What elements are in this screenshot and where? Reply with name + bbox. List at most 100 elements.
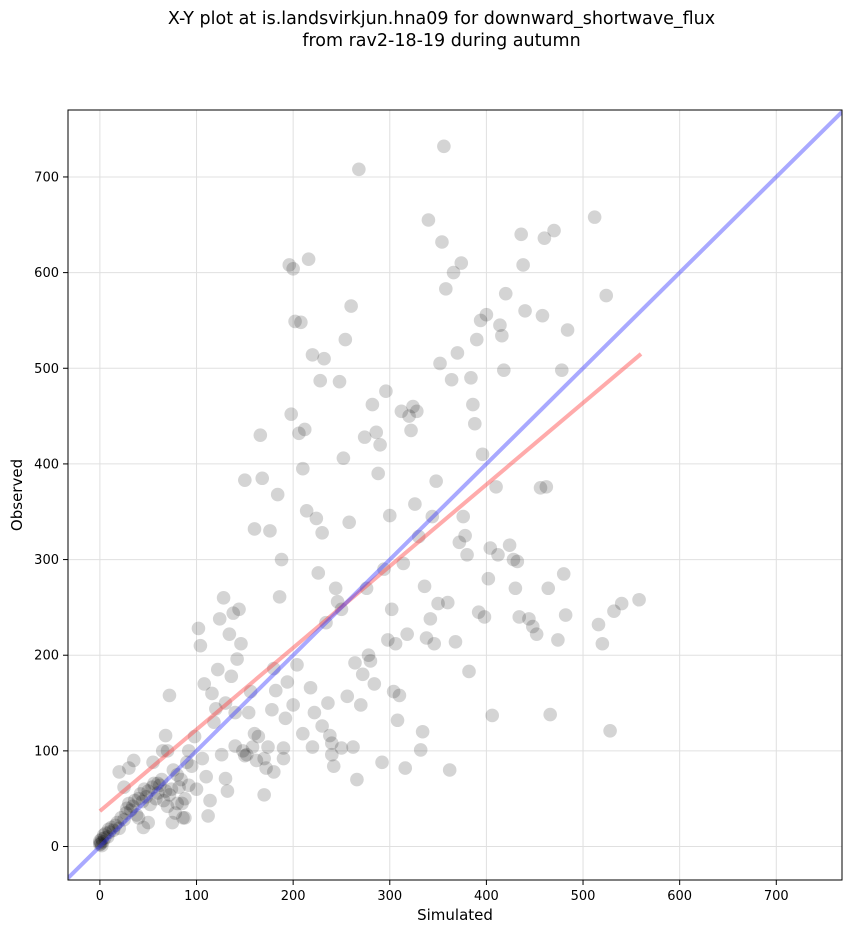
data-point — [336, 451, 351, 465]
data-point — [220, 784, 235, 798]
data-point — [201, 809, 215, 823]
data-point — [483, 541, 498, 555]
data-point — [512, 610, 527, 624]
data-point — [440, 595, 455, 610]
data-point — [181, 744, 196, 758]
data-point — [257, 788, 271, 802]
data-point — [309, 511, 324, 526]
data-point — [556, 567, 571, 581]
data-point — [311, 566, 326, 580]
data-point — [247, 726, 262, 741]
data-point — [353, 698, 368, 712]
fit-line — [98, 352, 643, 813]
y-tick-label: 600 — [34, 266, 59, 281]
data-point — [384, 602, 399, 617]
data-point — [175, 796, 189, 811]
data-point — [346, 740, 360, 754]
data-point — [479, 307, 494, 322]
data-point — [551, 633, 565, 647]
data-point — [100, 830, 115, 844]
data-point — [176, 811, 190, 825]
x-tick-label: 200 — [281, 889, 306, 904]
data-point — [141, 784, 156, 798]
data-point — [390, 713, 405, 728]
data-point — [324, 736, 339, 751]
data-point — [419, 631, 434, 645]
data-point — [131, 811, 146, 825]
data-point — [276, 751, 291, 766]
data-point — [473, 313, 488, 328]
data-point — [294, 315, 308, 330]
data-point — [296, 726, 310, 741]
data-point — [137, 782, 152, 796]
data-point — [423, 612, 438, 626]
data-point — [421, 213, 436, 227]
data-point — [174, 772, 188, 787]
data-point — [355, 667, 370, 682]
data-point — [141, 815, 156, 830]
data-point — [199, 769, 213, 784]
data-point — [98, 826, 113, 840]
data-point — [216, 591, 231, 605]
data-point — [477, 610, 492, 624]
data-point — [328, 581, 343, 596]
data-point — [323, 728, 337, 743]
data-point — [464, 371, 478, 385]
data-point — [232, 602, 246, 617]
data-point — [406, 399, 420, 414]
data-point — [238, 473, 252, 487]
data-point — [305, 740, 320, 754]
data-point — [437, 139, 451, 154]
data-point — [274, 552, 289, 567]
data-point — [178, 811, 192, 825]
data-point — [125, 799, 140, 814]
data-point — [158, 784, 173, 798]
data-point — [334, 741, 349, 755]
data-point — [267, 661, 281, 676]
data-point — [172, 780, 186, 795]
data-point — [214, 747, 229, 762]
data-point — [205, 686, 219, 701]
data-point — [398, 761, 413, 775]
data-point — [259, 761, 273, 775]
data-point — [466, 397, 480, 412]
data-point — [155, 744, 170, 758]
data-point — [272, 590, 287, 604]
data-point — [357, 430, 372, 444]
data-point — [93, 837, 107, 852]
data-point — [518, 304, 532, 318]
data-point — [326, 759, 341, 773]
data-point — [110, 815, 125, 830]
x-tick-label: 100 — [184, 889, 209, 904]
data-point — [102, 825, 117, 839]
data-point — [265, 702, 279, 717]
data-point — [95, 834, 110, 849]
data-point — [386, 684, 401, 699]
data-point — [209, 701, 223, 716]
data-point — [533, 481, 548, 495]
data-point — [508, 581, 523, 596]
plot-frame — [67, 109, 843, 881]
x-tick-label: 0 — [96, 889, 104, 904]
data-point — [537, 231, 552, 245]
data-point — [489, 480, 503, 494]
data-point — [95, 838, 109, 853]
data-point — [292, 426, 306, 441]
chart-title-line-2: from rav2-18-19 during autumn — [302, 31, 581, 51]
chart-title-line-1: X-Y plot at is.landsvirkjun.hna09 for do… — [167, 9, 716, 29]
data-point — [439, 282, 453, 296]
data-point — [203, 793, 217, 808]
data-point — [462, 664, 476, 679]
data-point — [334, 602, 349, 617]
data-point — [218, 771, 233, 786]
data-point — [136, 820, 151, 835]
y-tick-label: 0 — [51, 840, 59, 855]
data-point — [458, 528, 472, 543]
data-point — [460, 547, 474, 562]
axis-ticks: 0 100 200 300 400 500 600 700 0 100 200 300 400 500 60… — [34, 170, 789, 904]
data-point — [429, 474, 443, 488]
data-point — [255, 471, 270, 486]
data-point — [535, 308, 550, 323]
data-point — [442, 763, 457, 777]
x-tick-label: 300 — [377, 889, 402, 904]
